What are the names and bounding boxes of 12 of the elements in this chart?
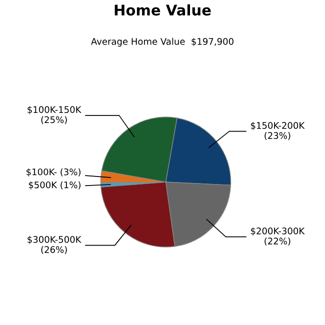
chart-title: Home Value: [114, 4, 211, 16]
data-label: (22%): [264, 237, 290, 246]
data-label: (25%): [41, 116, 67, 124]
data-label: (23%): [264, 132, 290, 140]
slice-label: $100K-150K: [28, 106, 82, 114]
slice-label: $100K- (3%): [26, 168, 80, 177]
slice-label: $300K-500K: [28, 236, 82, 244]
slice-label: $200K-300K: [251, 227, 305, 236]
slice-label: $500K (1%): [28, 181, 80, 190]
chart-subtitle: Average Home Value $197,900: [91, 38, 234, 47]
data-label: (26%): [41, 246, 67, 254]
slice-label: $150K-200K: [251, 122, 305, 130]
